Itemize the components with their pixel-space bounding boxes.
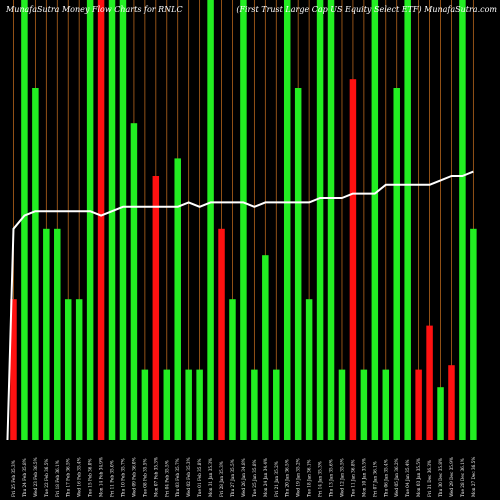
bar-up [393,88,400,440]
x-tick-label: Tue 15 Feb 36.0% [88,459,93,497]
x-tick-label: Tue 28 Dec 36.1% [460,458,465,497]
x-tick-label: Tue 04 Jan 35.4% [405,460,410,497]
bar-up [75,299,83,440]
x-tick-label: Wed 09 Feb 36.0% [131,457,136,497]
bar-up [437,387,444,440]
bar-up [119,0,127,440]
x-tick-label: Thu 27 Jan 35.5% [230,459,235,497]
trend-line [6,170,474,441]
bar-up [273,369,280,440]
x-tick-label: Wed 05 Jan 36.2% [394,458,399,497]
x-tick-label: Wed 19 Jan 35.2% [296,458,301,497]
x-tick-label: Wed 26 Jan 34.8% [241,458,246,497]
x-tick-label: Thu 13 Jan 35.6% [329,459,334,497]
bar-up [283,0,291,440]
x-tick-label: Thu 30 Dec 35.8% [438,458,443,497]
x-tick-label: Fri 28 Jan 35.3% [219,461,224,497]
chart-title-right: (First Trust Large Cap US Equity Select … [236,5,497,14]
x-tick-label: Thu 20 Jan 36.5% [285,459,290,497]
x-tick-labels: Fri 25 Feb 35.3% Thu 24 Feb 35.8% Wed 23 F… [11,457,476,497]
bar-up [54,228,61,440]
bar-down [349,79,357,440]
x-tick-label: Thu 17 Feb 36.5% [66,458,71,497]
bar-up [240,0,247,440]
bar-up [470,228,477,440]
bar-up [251,369,258,440]
x-tick-label: Thu 24 Feb 35.8% [22,458,27,497]
x-tick-label: Fri 04 Feb 35.5% [164,460,169,497]
x-tick-label: Mon 14 Feb 34.9% [99,457,104,497]
x-tick-label: Mon 31 Jan 35.3% [208,458,213,497]
bar-up [43,228,50,440]
x-tick-label: Thu 10 Feb 35.7% [120,458,125,497]
bar-up [32,88,39,440]
bar-up [185,369,192,440]
x-tick-label: Wed 29 Dec 35.9% [449,457,454,497]
bar-up [382,369,390,440]
bar-up [64,299,72,440]
x-tick-label: Fri 25 Feb 35.3% [11,460,16,497]
x-tick-label: Tue 01 Feb 35.8% [197,459,202,497]
bar-down [10,299,17,440]
x-tick-label: Mon 03 Jan 35.5% [416,458,421,497]
x-tick-label: Fri 21 Jan 35.2% [274,461,279,497]
bar-up [360,369,368,440]
bar-up [262,255,269,440]
bar-up [404,0,411,440]
bar-up [130,123,138,440]
bar-down [152,176,160,440]
chart-title-left: MunafaSutra Money Flow Charts for RNLC [5,5,183,14]
x-tick-label: Mon 24 Jan 34.4% [263,458,268,497]
x-tick-label: Mon 27 Dec 36.5% [471,457,476,497]
x-tick-label: Fri 11 Feb 35.0% [110,460,115,497]
bar-up [207,0,214,440]
bar-up [108,0,116,440]
bar-up [141,369,149,440]
bar-up [174,158,181,440]
x-tick-label: Tue 18 Jan 36.1% [307,460,312,497]
x-tick-label: Wed 12 Jan 35.5% [339,458,344,497]
x-tick-label: Tue 11 Jan 36.8% [350,460,355,497]
bar-up [371,0,379,440]
bar-up [21,0,28,440]
x-tick-label: Wed 02 Feb 35.3% [186,457,191,497]
x-tick-label: Thu 06 Jan 35.4% [383,459,388,497]
trend-line-group [6,170,474,441]
bars [10,0,477,440]
bar-down [426,325,433,440]
bar-up [459,0,466,440]
bar-up [196,369,203,440]
x-tick-label: Fri 18 Feb 36.1% [55,460,60,497]
x-tick-label: Tue 25 Jan 35.8% [252,460,257,497]
bar-up [316,0,324,440]
x-tick-label: Tue 22 Feb 36.5% [44,459,49,497]
bar-down [415,369,422,440]
bar-up [294,88,302,440]
x-tick-label: Fri 07 Jan 36.1% [372,461,377,497]
x-tick-label: Wed 23 Feb 36.5% [33,457,38,497]
bar-up [86,0,94,440]
x-tick-label: Mon 07 Feb 35.3% [153,457,158,497]
x-tick-label: Thu 03 Feb 35.7% [175,458,180,497]
x-tick-label: Wed 16 Feb 35.4% [77,457,82,497]
bar-down [97,0,105,440]
x-tick-label: Fri 14 Jan 35.3% [318,461,323,497]
bar-up [229,299,236,440]
bar-down [448,365,455,440]
bar-up [338,369,346,440]
x-tick-label: Mon 10 Jan 35.5% [361,458,366,497]
bar-up [163,369,171,440]
bar-up [327,0,335,440]
bar-down [218,228,225,440]
x-tick-label: Fri 31 Dec 36.3% [427,460,432,497]
x-tick-label: Tue 08 Feb 35.5% [142,459,147,497]
bar-up [305,299,313,440]
